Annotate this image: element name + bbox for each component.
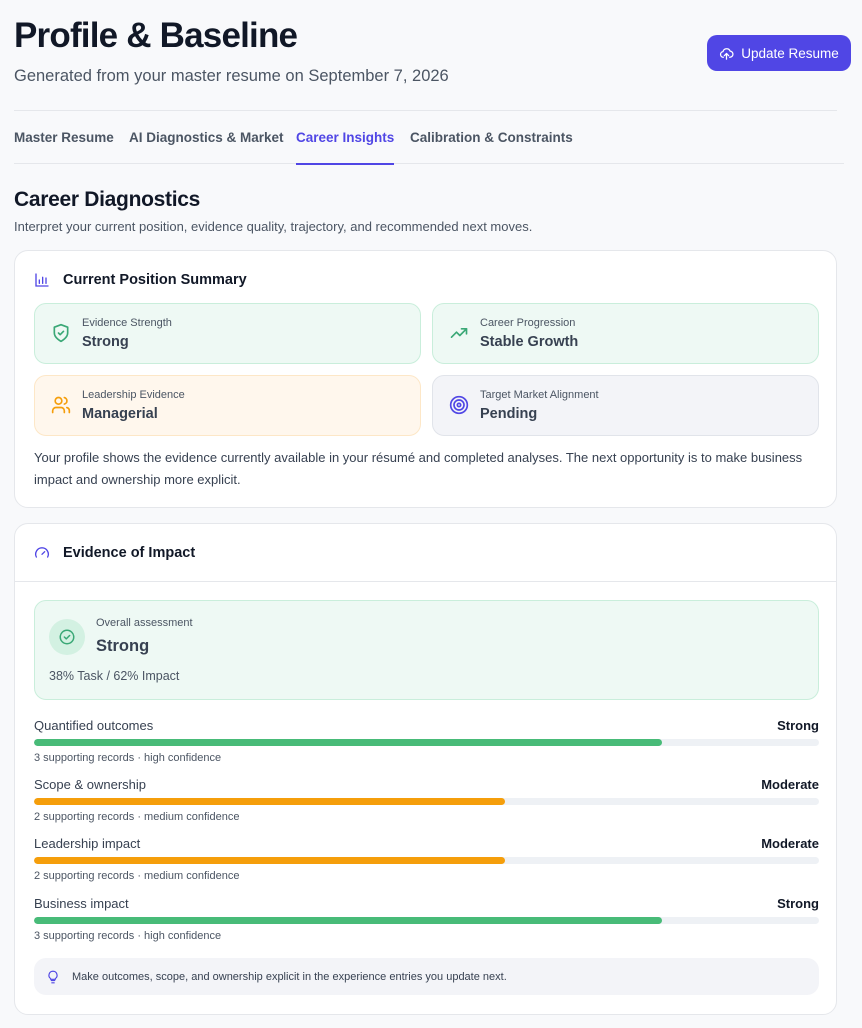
- metric-track: [34, 917, 819, 924]
- gauge-icon: [35, 547, 49, 558]
- metric-fill: [34, 739, 662, 746]
- target-market-alignment-tile: Target Market Alignment Pending: [432, 375, 819, 436]
- summary-card-title: Current Position Summary: [63, 272, 247, 288]
- metric-scope-ownership: Scope & ownership Moderate 2 supporting …: [34, 777, 819, 829]
- leadership-evidence-value: Managerial: [82, 406, 158, 422]
- section-title: Career Diagnostics: [14, 188, 201, 211]
- tab-bar: Master Resume AI Diagnostics & Market Ca…: [14, 111, 844, 165]
- users-icon: [51, 396, 71, 414]
- tab-calibration-constraints[interactable]: Calibration & Constraints: [410, 130, 573, 145]
- metric-note: 2 supporting records · medium confidence: [34, 870, 240, 882]
- tab-career-insights[interactable]: Career Insights: [296, 111, 395, 165]
- target-icon: [449, 395, 469, 415]
- impact-card-title: Evidence of Impact: [63, 545, 196, 561]
- header-divider: [14, 110, 837, 111]
- tab-ai-diagnostics-market[interactable]: AI Diagnostics & Market: [129, 130, 284, 145]
- career-progression-tile: Career Progression Stable Growth: [432, 303, 819, 364]
- metric-name: Leadership impact: [34, 836, 141, 851]
- summary-card-header: Current Position Summary: [34, 272, 247, 288]
- summary-description: Your profile shows the evidence currentl…: [34, 450, 803, 487]
- lightbulb-icon: [48, 970, 58, 983]
- metric-fill: [34, 917, 662, 924]
- page-title: Profile & Baseline: [14, 16, 298, 55]
- impact-tip: Make outcomes, scope, and ownership expl…: [34, 958, 819, 995]
- update-resume-label: Update Resume: [741, 45, 839, 61]
- metric-track: [34, 739, 819, 746]
- check-circle-icon: [59, 629, 75, 645]
- cloud-upload-icon: [720, 47, 734, 60]
- evidence-strength-tile: Evidence Strength Strong: [34, 303, 421, 364]
- metric-level: Strong: [777, 718, 819, 733]
- shield-check-icon: [53, 323, 69, 343]
- metric-name: Scope & ownership: [34, 777, 147, 792]
- page-subtitle: Generated from your master resume on Sep…: [14, 67, 449, 85]
- overall-assessment-value: Strong: [96, 637, 150, 655]
- metric-level: Strong: [777, 896, 819, 911]
- leadership-evidence-label: Leadership Evidence: [82, 389, 185, 401]
- metric-note: 3 supporting records · high confidence: [34, 752, 222, 764]
- task-impact-ratio: 38% Task / 62% Impact: [49, 669, 180, 683]
- evidence-of-impact-card: Evidence of Impact Overall assessment St…: [14, 523, 837, 1015]
- metric-name: Quantified outcomes: [34, 718, 154, 733]
- update-resume-button[interactable]: Update Resume: [707, 35, 851, 71]
- evidence-strength-value: Strong: [82, 334, 129, 350]
- overall-assessment-panel: Overall assessment Strong 38% Task / 62%…: [34, 600, 819, 700]
- metric-name: Business impact: [34, 896, 129, 911]
- metric-track: [34, 857, 819, 864]
- section-subtitle: Interpret your current position, evidenc…: [14, 219, 533, 234]
- metric-level: Moderate: [761, 836, 819, 851]
- career-progression-value: Stable Growth: [480, 334, 579, 350]
- metric-fill: [34, 798, 505, 805]
- current-position-summary-card: Current Position Summary Evidence Streng…: [14, 250, 837, 508]
- career-progression-label: Career Progression: [480, 317, 576, 329]
- metric-note: 3 supporting records · high confidence: [34, 930, 222, 942]
- metric-fill: [34, 857, 505, 864]
- metric-quantified-outcomes: Quantified outcomes Strong 3 supporting …: [34, 718, 819, 770]
- metric-level: Moderate: [761, 777, 819, 792]
- bar-chart-icon: [35, 273, 49, 287]
- evidence-strength-label: Evidence Strength: [82, 317, 172, 329]
- trending-up-icon: [450, 328, 468, 338]
- impact-card-divider: [15, 581, 836, 582]
- assessment-badge: [49, 619, 85, 655]
- metric-note: 2 supporting records · medium confidence: [34, 811, 240, 823]
- impact-card-header: Evidence of Impact: [34, 545, 195, 561]
- overall-assessment-label: Overall assessment: [96, 617, 193, 629]
- tab-master-resume[interactable]: Master Resume: [14, 130, 114, 145]
- metric-business-impact: Business impact Strong 3 supporting reco…: [34, 896, 819, 948]
- target-market-alignment-value: Pending: [480, 406, 538, 422]
- target-market-alignment-label: Target Market Alignment: [480, 389, 599, 401]
- metric-leadership-impact: Leadership impact Moderate 2 supporting …: [34, 836, 819, 888]
- leadership-evidence-tile: Leadership Evidence Managerial: [34, 375, 421, 436]
- metric-track: [34, 798, 819, 805]
- impact-tip-text: Make outcomes, scope, and ownership expl…: [72, 970, 507, 983]
